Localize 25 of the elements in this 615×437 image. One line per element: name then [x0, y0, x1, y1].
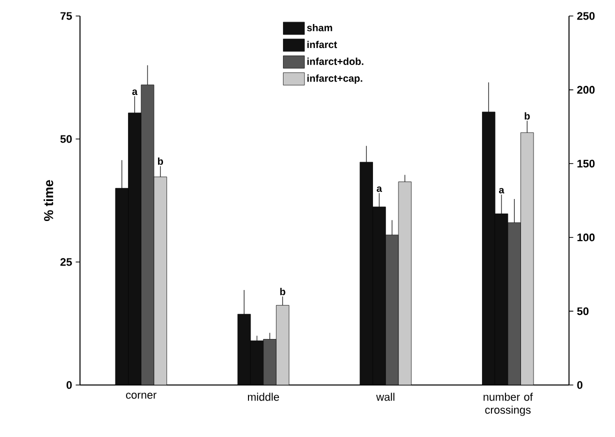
data-label: b	[280, 288, 286, 296]
data-label: a	[498, 188, 504, 194]
y-tick-label: 0	[66, 381, 72, 389]
legend-label: infarct	[307, 40, 338, 48]
data-label: b	[158, 158, 164, 165]
legend-label: infarct+dob.	[307, 58, 364, 65]
x-tick-label: number of crossings	[484, 392, 533, 416]
y2-tick-label: 200	[577, 86, 595, 94]
y2-tick-label: 0	[577, 381, 582, 389]
x-tick-label: middle	[248, 392, 280, 401]
y2-tick-label: 250	[577, 12, 595, 20]
y-tick-label: 75	[60, 12, 72, 20]
y-tick-label: 50	[60, 135, 72, 143]
x-tick-label: wall	[376, 392, 394, 401]
data-label: b	[524, 112, 530, 120]
y2-tick-label: 50	[577, 307, 589, 316]
legend-label: sham	[307, 24, 332, 32]
data-label: a	[376, 186, 382, 192]
data-label: a	[132, 90, 138, 95]
legend-label: infarct+cap.	[307, 74, 362, 84]
y-tick-label: 25	[60, 258, 72, 266]
y2-tick-label: 150	[577, 160, 595, 168]
y-axis-title: % time	[44, 180, 54, 222]
y2-tick-label: 100	[577, 234, 595, 242]
x-tick-label: corner	[126, 392, 156, 399]
